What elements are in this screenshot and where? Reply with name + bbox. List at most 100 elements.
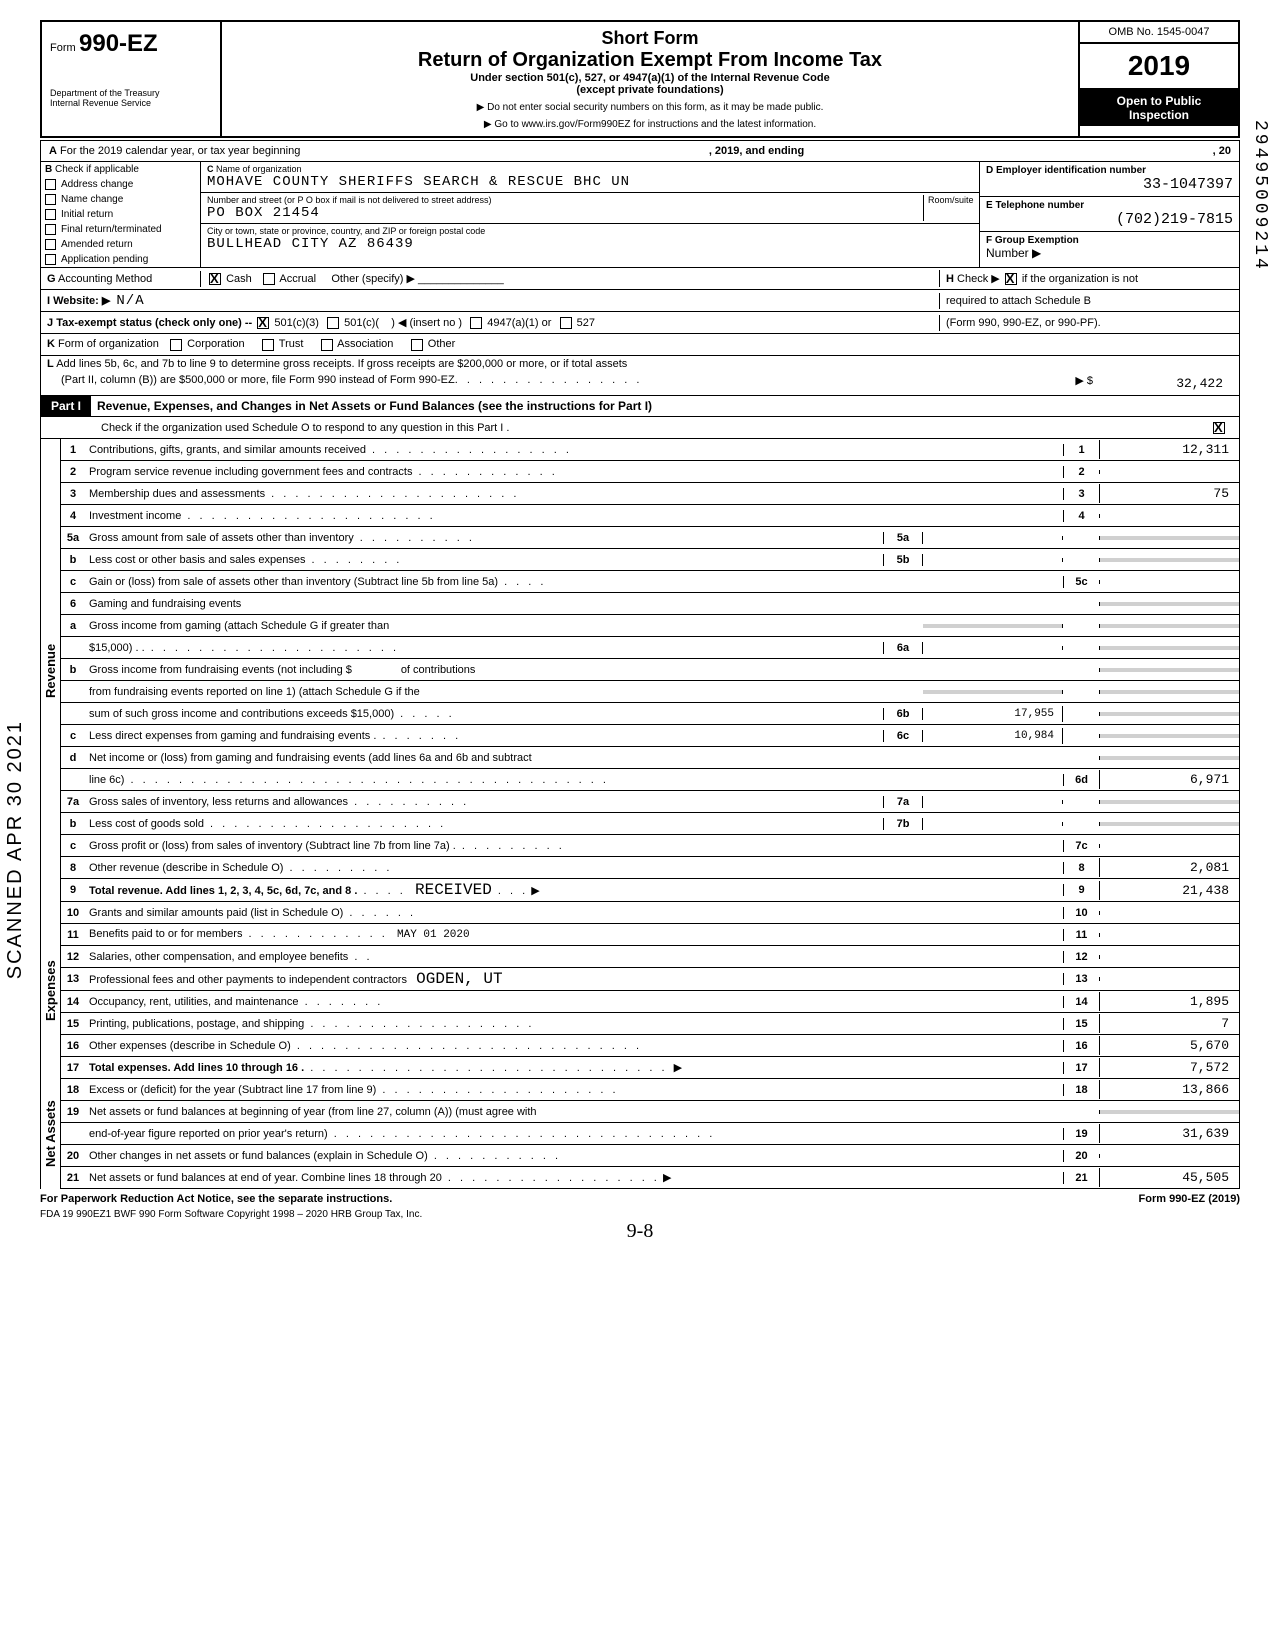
n10: 10 xyxy=(61,905,85,921)
check-501c3[interactable] xyxy=(257,317,269,329)
n6b: b xyxy=(61,662,85,678)
form-number: 990-EZ xyxy=(79,30,158,57)
part1-label: Part I xyxy=(41,396,91,416)
mv6b: 17,955 xyxy=(923,706,1063,722)
arrow21: ▶ xyxy=(663,1172,671,1184)
n7b: b xyxy=(61,816,85,832)
line-a-text: For the 2019 calendar year, or tax year … xyxy=(60,145,300,157)
form-note1: ▶ Do not enter social security numbers o… xyxy=(228,102,1072,113)
opt-other-org: Other xyxy=(428,338,456,350)
mv6a xyxy=(923,646,1063,650)
n21: 21 xyxy=(61,1170,85,1186)
check-address-change[interactable]: Address change xyxy=(41,177,200,192)
t1: Contributions, gifts, grants, and simila… xyxy=(89,444,366,456)
t18: Excess or (deficit) for the year (Subtra… xyxy=(89,1084,376,1096)
v15: 7 xyxy=(1099,1014,1239,1033)
v19: 31,639 xyxy=(1099,1124,1239,1143)
opt-insertno: ) ◀ (insert no ) xyxy=(391,317,462,329)
mn6c: 6c xyxy=(883,730,923,742)
line-k-label: K xyxy=(47,338,55,350)
check-527[interactable] xyxy=(560,317,572,329)
handwritten-note: 9-8 xyxy=(40,1220,1240,1243)
line-k: K Form of organization Corporation Trust… xyxy=(40,334,1240,356)
n9: 9 xyxy=(61,882,85,898)
dept-treasury: Department of the Treasury xyxy=(50,88,212,98)
t10: Grants and similar amounts paid (list in… xyxy=(89,907,343,919)
t12: Salaries, other compensation, and employ… xyxy=(89,951,348,963)
mv5b xyxy=(923,558,1063,562)
en11: 11 xyxy=(1063,929,1099,941)
revenue-label: Revenue xyxy=(40,439,60,902)
date-stamp: MAY 01 2020 xyxy=(397,929,470,941)
block-d-label: D xyxy=(986,165,993,176)
check-initial-return[interactable]: Initial return xyxy=(41,207,200,222)
phone-value: (702)219-7815 xyxy=(986,211,1233,228)
check-cash[interactable] xyxy=(209,273,221,285)
t13: Professional fees and other payments to … xyxy=(89,974,407,986)
check-corp[interactable] xyxy=(170,339,182,351)
t3: Membership dues and assessments xyxy=(89,488,265,500)
check-label-amended: Amended return xyxy=(61,239,133,250)
t6: Gaming and fundraising events xyxy=(85,596,1063,612)
line-j-label: J xyxy=(47,317,53,329)
form-prefix: Form xyxy=(50,42,76,54)
check-4947[interactable] xyxy=(470,317,482,329)
expenses-label: Expenses xyxy=(40,902,60,1079)
line-j: J Tax-exempt status (check only one) -- … xyxy=(40,312,1240,334)
street-label: Number and street (or P O box if mail is… xyxy=(207,195,923,205)
dept-irs: Internal Revenue Service xyxy=(50,98,212,108)
mv7a xyxy=(923,800,1063,804)
block-f-label: F xyxy=(986,235,992,246)
right-column: D Employer identification number 33-1047… xyxy=(979,162,1239,267)
ogden-stamp: OGDEN, UT xyxy=(416,970,502,988)
check-schedule-o[interactable] xyxy=(1213,422,1225,434)
t6b4: sum of such gross income and contributio… xyxy=(89,708,394,720)
t6b: Gross income from fundraising events (no… xyxy=(89,664,352,676)
check-amended-return[interactable]: Amended return xyxy=(41,237,200,252)
part1-check-note: Check if the organization used Schedule … xyxy=(41,420,1199,436)
block-e-text: Telephone number xyxy=(995,200,1084,211)
t21: Net assets or fund balances at end of ye… xyxy=(89,1172,442,1184)
en13: 13 xyxy=(1063,973,1099,985)
check-schedule-b[interactable] xyxy=(1005,273,1017,285)
check-final-return[interactable]: Final return/terminated xyxy=(41,222,200,237)
n6: 6 xyxy=(61,596,85,612)
v6d: 6,971 xyxy=(1099,770,1239,789)
check-accrual[interactable] xyxy=(263,273,275,285)
line-a: A For the 2019 calendar year, or tax yea… xyxy=(40,140,1240,162)
v12 xyxy=(1099,955,1239,959)
v9: 21,438 xyxy=(1099,881,1239,900)
line-l-label: L xyxy=(47,358,54,370)
n20: 20 xyxy=(61,1148,85,1164)
omb-number: OMB No. 1545-0047 xyxy=(1080,22,1238,44)
block-c: C Name of organization MOHAVE COUNTY SHE… xyxy=(201,162,979,267)
check-501c[interactable] xyxy=(327,317,339,329)
org-name: MOHAVE COUNTY SHERIFFS SEARCH & RESCUE B… xyxy=(207,174,973,190)
check-other-org[interactable] xyxy=(411,339,423,351)
check-assoc[interactable] xyxy=(321,339,333,351)
check-application-pending[interactable]: Application pending xyxy=(41,252,200,267)
check-name-change[interactable]: Name change xyxy=(41,192,200,207)
opt-501c3: 501(c)(3) xyxy=(274,317,319,329)
n2: 2 xyxy=(61,464,85,480)
form-title: Return of Organization Exempt From Incom… xyxy=(228,49,1072,72)
t11: Benefits paid to or for members xyxy=(89,928,242,940)
n18: 18 xyxy=(61,1082,85,1098)
en1: 1 xyxy=(1063,444,1099,456)
t4: Investment income xyxy=(89,510,181,522)
check-trust[interactable] xyxy=(262,339,274,351)
n7a: 7a xyxy=(61,794,85,810)
t9: Total revenue. Add lines 1, 2, 3, 4, 5c,… xyxy=(89,885,357,897)
block-e-label: E xyxy=(986,200,993,211)
form-note2: ▶ Go to www.irs.gov/Form990EZ for instru… xyxy=(228,119,1072,130)
v14: 1,895 xyxy=(1099,992,1239,1011)
v13 xyxy=(1099,977,1239,981)
t20: Other changes in net assets or fund bala… xyxy=(89,1150,428,1162)
t19b: end-of-year figure reported on prior yea… xyxy=(89,1128,328,1140)
fda-line: FDA 19 990EZ1 BWF 990 Form Software Copy… xyxy=(40,1209,1240,1220)
footer-row: For Paperwork Reduction Act Notice, see … xyxy=(40,1189,1240,1209)
line-h-label: H xyxy=(946,273,954,285)
t7a: Gross sales of inventory, less returns a… xyxy=(89,796,348,808)
form-header-left: Form 990-EZ Department of the Treasury I… xyxy=(42,22,222,136)
t6b3: from fundraising events reported on line… xyxy=(85,684,883,700)
